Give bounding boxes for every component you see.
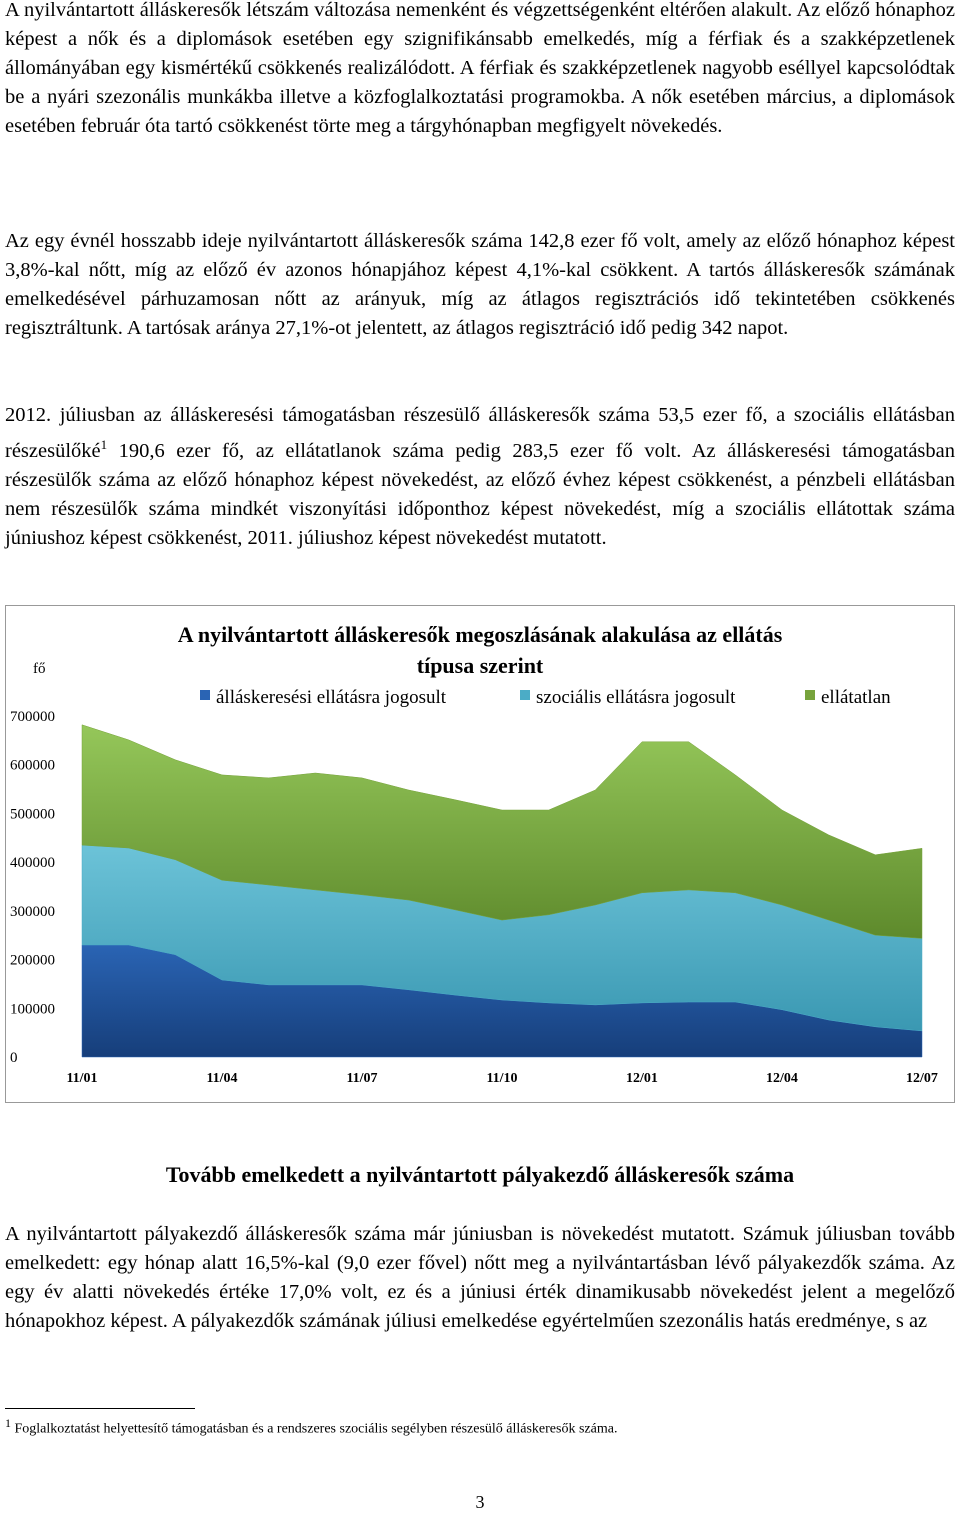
legend-swatch — [200, 690, 210, 700]
y-tick-label: 400000 — [10, 855, 55, 871]
paragraph: A nyilvántartott pályakezdő álláskeresők… — [5, 1223, 955, 1332]
text: 2012. júliusban az álláskeresési támogat… — [5, 404, 955, 462]
paragraph: A nyilvántartott álláskeresők létszám vá… — [5, 0, 955, 137]
y-axis-label: fő — [33, 661, 46, 677]
paragraph: Az egy évnél hosszabb ideje nyilvántarto… — [5, 230, 955, 339]
x-tick-label: 11/01 — [66, 1071, 97, 1086]
chart-title: típusa szerint — [417, 653, 544, 678]
footnote-rule — [5, 1408, 195, 1409]
y-tick-label: 600000 — [10, 758, 55, 774]
y-tick-label: 500000 — [10, 806, 55, 822]
y-tick-label: 100000 — [10, 1001, 55, 1017]
chart-title: A nyilvántartott álláskeresők megoszlásá… — [178, 622, 783, 678]
x-tick-label: 11/10 — [486, 1071, 517, 1086]
footnote: 1 Foglalkoztatást helyettesítő támogatás… — [5, 1416, 617, 1438]
legend-label: ellátatlan — [821, 687, 891, 708]
area — [81, 724, 923, 939]
text: 190,6 ezer fő, az ellátatlanok száma ped… — [5, 439, 955, 549]
legend-swatch — [805, 690, 815, 700]
x-tick-label: 11/07 — [346, 1071, 377, 1086]
legend-label: szociális ellátásra jogosult — [536, 687, 736, 708]
y-tick-label: 0 — [10, 1050, 18, 1066]
footnote-text: Foglalkoztatást helyettesítő támogatásba… — [14, 1421, 618, 1437]
legend-label: álláskeresési ellátásra jogosult — [216, 687, 447, 708]
chart: A nyilvántartott álláskeresők megoszlásá… — [5, 605, 955, 1103]
y-tick-label: 700000 — [10, 709, 55, 725]
paragraph: 2012. júliusban az álláskeresési támogat… — [5, 401, 955, 553]
x-tick-label: 12/07 — [906, 1071, 938, 1086]
y-tick-label: 200000 — [10, 953, 55, 969]
chart-title: A nyilvántartott álláskeresők megoszlásá… — [178, 622, 783, 647]
y-tick-label: 300000 — [10, 904, 55, 920]
footnote-mark: 1 — [5, 1416, 11, 1430]
footnote-ref: 1 — [100, 437, 108, 452]
heading: Tovább emelkedett a nyilvántartott pálya… — [165, 1162, 795, 1187]
x-tick-label: 12/01 — [626, 1071, 658, 1086]
page-number: 3 — [475, 1492, 485, 1512]
x-tick-label: 11/04 — [206, 1071, 237, 1086]
x-tick-label: 12/04 — [766, 1071, 798, 1086]
legend-swatch — [520, 690, 530, 700]
